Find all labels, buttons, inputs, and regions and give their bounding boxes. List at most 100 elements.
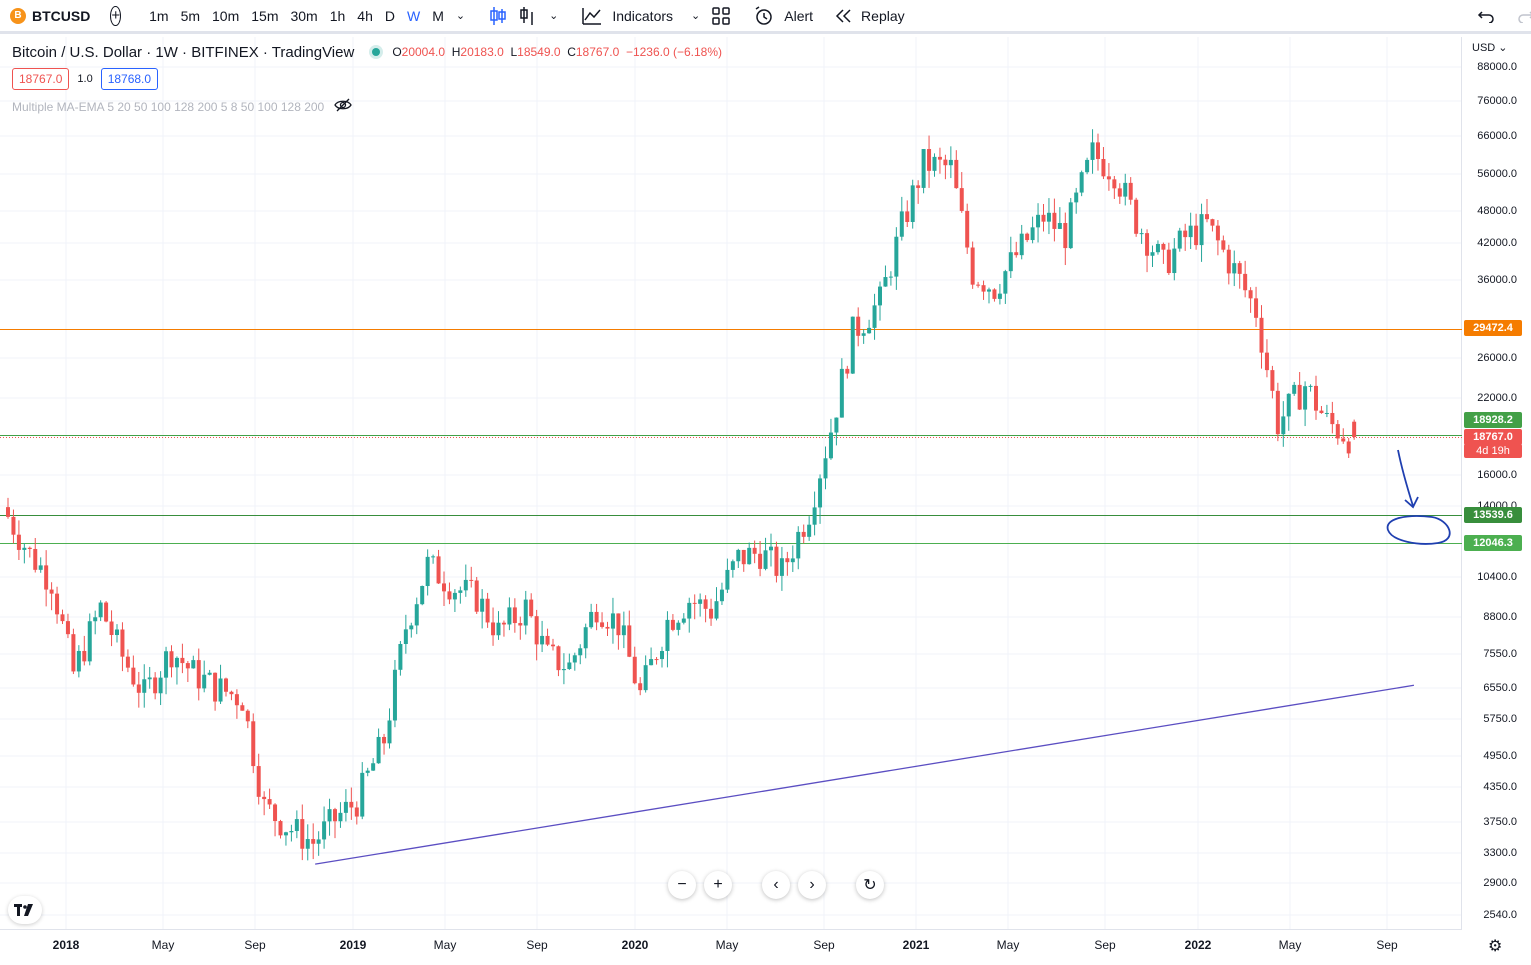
candle-body xyxy=(1123,182,1128,197)
candle xyxy=(294,810,299,839)
candle-body xyxy=(316,839,321,844)
candle-body xyxy=(1014,252,1019,256)
buy-price-button[interactable]: 18768.0 xyxy=(100,68,159,90)
candle-body xyxy=(1090,142,1095,160)
indicator-legend[interactable]: Multiple MA-EMA 5 20 50 100 128 200 5 8 … xyxy=(12,99,325,114)
candle xyxy=(245,709,250,729)
candle xyxy=(496,611,501,640)
interval-1h[interactable]: 1h xyxy=(329,7,346,24)
gear-icon[interactable]: ⚙ xyxy=(1488,938,1503,955)
symbol-search-button[interactable]: B BTCUSD xyxy=(0,0,90,33)
price-level-label[interactable]: 12046.3 xyxy=(1464,535,1522,551)
candle xyxy=(1254,286,1259,327)
candle xyxy=(196,648,201,701)
candle-body xyxy=(1128,182,1133,200)
candle xyxy=(583,623,588,659)
candle xyxy=(910,179,915,229)
bars-chart-type-icon[interactable] xyxy=(513,6,543,26)
candle xyxy=(992,288,997,302)
price-axis[interactable]: USD ⌄ 88000.0 76000.0 66000.0 56000.0 48000.… xyxy=(1462,37,1531,930)
interval-w[interactable]: W xyxy=(407,7,421,24)
candle-body xyxy=(501,622,506,625)
candle-body xyxy=(71,634,76,672)
candles-chart-type-icon[interactable] xyxy=(483,6,513,26)
reset-chart-button[interactable]: ↻ xyxy=(856,871,884,899)
interval-10m[interactable]: 10m xyxy=(212,7,240,24)
price-level-label[interactable]: 18767.0 xyxy=(1464,429,1522,445)
replay-icon[interactable] xyxy=(829,8,857,23)
candle-body xyxy=(414,604,419,626)
candle xyxy=(1155,240,1160,255)
candle xyxy=(164,646,169,695)
alert-clock-icon[interactable] xyxy=(748,5,780,26)
ellipse-annotation[interactable] xyxy=(1386,515,1451,545)
candle-body xyxy=(1281,416,1286,435)
candle xyxy=(556,645,561,677)
candle xyxy=(491,607,496,646)
tradingview-logo[interactable] xyxy=(8,896,42,924)
candle xyxy=(605,621,610,636)
price-chart[interactable] xyxy=(0,37,1462,930)
compare-symbol-icon[interactable]: + xyxy=(110,5,122,26)
zoom-in-button[interactable]: + xyxy=(704,871,732,899)
time-axis[interactable]: 2018 May Sep 2019 May Sep 2020 May Sep 2021 May Sep… xyxy=(0,930,1462,965)
candle xyxy=(55,586,60,624)
interval-m[interactable]: M xyxy=(432,7,444,24)
candle-body xyxy=(507,607,512,625)
indicators-chevron-icon[interactable]: ⌄ xyxy=(691,10,701,22)
interval-1m[interactable]: 1m xyxy=(149,7,169,24)
scroll-right-button[interactable]: › xyxy=(798,871,826,899)
undo-icon[interactable] xyxy=(1471,9,1501,23)
price-level-label[interactable]: 4d 19h xyxy=(1464,444,1522,458)
chart-type-chevron-icon[interactable]: ⌄ xyxy=(549,10,559,22)
candle-body xyxy=(180,657,185,664)
candle xyxy=(1177,227,1182,252)
sell-price-button[interactable]: 18767.0 xyxy=(12,68,70,90)
interval-4h[interactable]: 4h xyxy=(357,7,373,24)
candle xyxy=(49,582,54,611)
indicators-icon[interactable] xyxy=(576,7,608,25)
scroll-left-button[interactable]: ‹ xyxy=(762,871,790,899)
candle xyxy=(1194,213,1199,250)
redo-icon[interactable] xyxy=(1511,9,1531,23)
alert-button[interactable]: Alert xyxy=(784,7,814,24)
currency-selector[interactable]: USD ⌄ xyxy=(1472,42,1508,54)
candle xyxy=(1166,242,1171,275)
candle xyxy=(153,672,158,700)
time-tick-label: May xyxy=(715,938,739,952)
hidden-eye-icon[interactable] xyxy=(334,98,352,115)
candle xyxy=(643,655,648,693)
candle-body xyxy=(660,651,664,660)
time-tick-label: Sep xyxy=(526,938,548,952)
candle xyxy=(943,154,948,180)
price-level-label[interactable]: 29472.4 xyxy=(1464,320,1522,336)
candle xyxy=(670,614,675,632)
trend-line[interactable] xyxy=(315,684,1415,865)
candle-body xyxy=(131,667,136,685)
price-level-label[interactable]: 13539.6 xyxy=(1464,507,1522,523)
interval-5m[interactable]: 5m xyxy=(180,7,201,24)
candle xyxy=(501,620,506,637)
candle-body xyxy=(11,516,16,535)
candle xyxy=(447,582,452,605)
replay-button[interactable]: Replay xyxy=(861,7,905,24)
legend-title[interactable]: Bitcoin / U.S. Dollar · 1W · BITFINEX · … xyxy=(12,43,355,61)
arrow-annotation[interactable] xyxy=(1397,449,1419,509)
candle-body xyxy=(267,799,272,805)
layout-grid-icon[interactable] xyxy=(706,6,736,25)
zoom-out-button[interactable]: − xyxy=(668,871,696,899)
candle xyxy=(790,545,795,572)
interval-dropdown-chevron-icon[interactable]: ⌄ xyxy=(455,10,466,22)
interval-15m[interactable]: 15m xyxy=(251,7,279,24)
candle-body xyxy=(76,650,81,672)
candle-body xyxy=(273,804,278,822)
candle xyxy=(507,597,512,631)
candle xyxy=(512,598,517,633)
candle xyxy=(719,582,724,605)
interval-30m[interactable]: 30m xyxy=(290,7,318,24)
candle-body xyxy=(1275,390,1280,435)
indicators-button[interactable]: Indicators xyxy=(612,7,674,24)
candle xyxy=(1008,236,1013,279)
interval-d[interactable]: D xyxy=(384,7,395,24)
price-level-label[interactable]: 18928.2 xyxy=(1464,412,1522,428)
